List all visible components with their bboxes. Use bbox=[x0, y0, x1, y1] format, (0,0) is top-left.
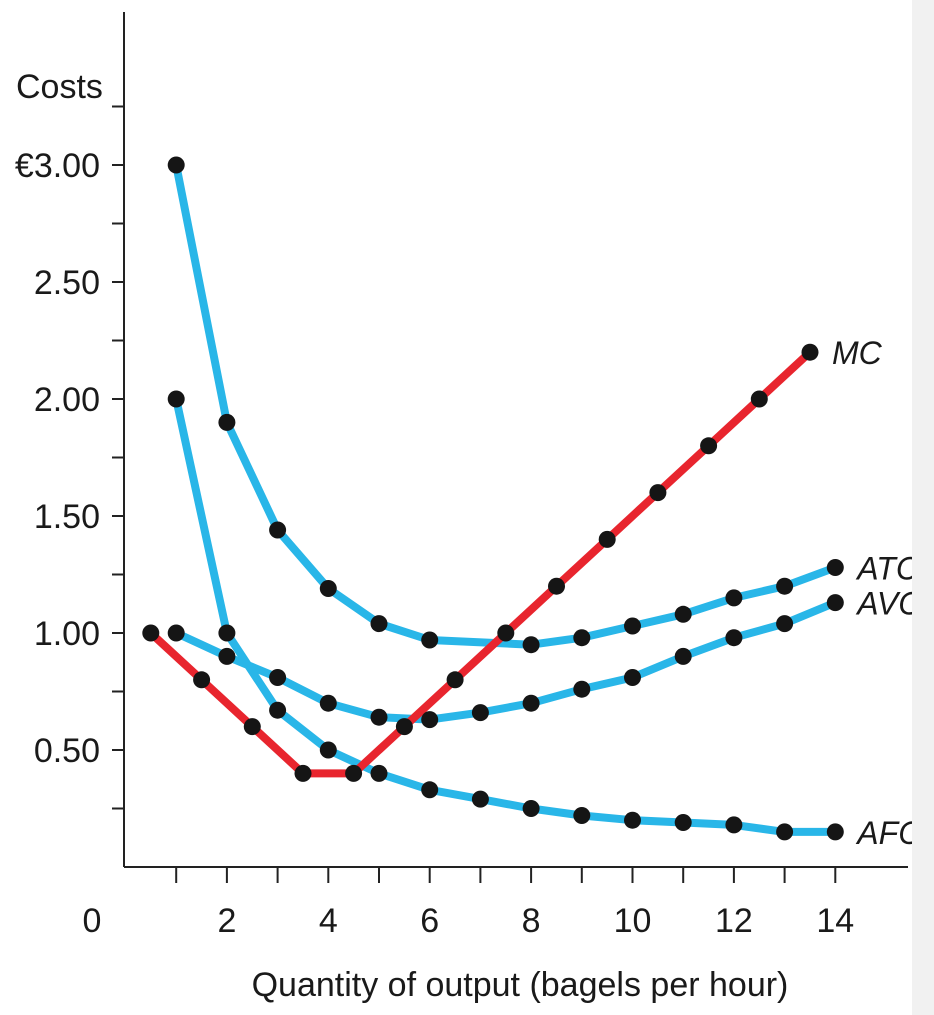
data-point-afc bbox=[167, 390, 185, 408]
y-tick-label: 0.50 bbox=[34, 732, 100, 770]
origin-label: 0 bbox=[83, 902, 102, 940]
data-point-mc bbox=[750, 390, 768, 408]
series-label-avc: AVC bbox=[855, 586, 912, 622]
data-point-afc bbox=[674, 814, 692, 831]
axes bbox=[123, 12, 908, 868]
y-tick-label: 1.00 bbox=[34, 615, 100, 653]
data-point-avc bbox=[269, 669, 287, 686]
series-labels: ATCAVC AFC MC bbox=[832, 335, 912, 851]
data-point-atc bbox=[370, 615, 388, 633]
series-line-mc bbox=[146, 348, 814, 778]
x-tick-label: 10 bbox=[614, 902, 652, 940]
data-point-afc bbox=[573, 807, 591, 824]
data-point-avc bbox=[167, 624, 185, 642]
data-point-atc bbox=[218, 413, 236, 431]
series-line-avc bbox=[172, 598, 840, 724]
data-point-avc bbox=[573, 680, 591, 698]
tick-marks bbox=[112, 105, 837, 883]
data-point-afc bbox=[319, 741, 337, 759]
data-point-afc bbox=[776, 823, 794, 841]
data-point-afc bbox=[421, 781, 439, 799]
data-point-avc bbox=[725, 629, 743, 647]
data-point-mc bbox=[497, 624, 515, 642]
data-point-afc bbox=[725, 816, 743, 834]
data-point-avc bbox=[522, 694, 540, 712]
series-label-afc: AFC bbox=[855, 815, 912, 851]
data-point-atc bbox=[624, 617, 641, 635]
data-point-atc bbox=[421, 631, 439, 649]
data-point-afc bbox=[370, 764, 388, 782]
y-tick-label: €3.00 bbox=[15, 147, 100, 185]
series-line-afc bbox=[172, 395, 840, 836]
data-point-avc bbox=[776, 615, 794, 633]
y-tick-label: 2.00 bbox=[34, 381, 100, 419]
data-point-atc bbox=[522, 636, 540, 654]
data-point-atc bbox=[573, 629, 591, 647]
data-point-afc bbox=[624, 811, 641, 829]
data-point-mc bbox=[801, 343, 819, 361]
data-point-mc bbox=[548, 577, 565, 595]
x-tick-label: 4 bbox=[319, 902, 338, 940]
data-point-atc bbox=[826, 559, 844, 576]
y-axis-title: Costs bbox=[16, 68, 103, 106]
x-tick-label: 6 bbox=[420, 902, 439, 940]
x-tick-label: 8 bbox=[522, 902, 541, 940]
data-point-mc bbox=[700, 437, 718, 455]
data-point-afc bbox=[218, 624, 236, 642]
data-point-avc bbox=[624, 669, 641, 686]
page-edge bbox=[912, 0, 934, 1015]
tick-labels: 2 4 6 8 10 12 14 0.50 1.00 1.50 2.00 2.50 €3.00 bbox=[15, 147, 854, 940]
data-point-avc bbox=[826, 594, 844, 612]
series-line-atc bbox=[172, 161, 840, 649]
data-point-mc bbox=[395, 718, 413, 736]
data-point-avc bbox=[218, 647, 236, 665]
x-tick-label: 2 bbox=[217, 902, 236, 940]
data-point-mc bbox=[193, 671, 211, 689]
data-point-avc bbox=[674, 647, 692, 665]
data-point-mc bbox=[649, 484, 667, 502]
data-point-atc bbox=[725, 589, 743, 607]
data-point-avc bbox=[421, 711, 439, 729]
data-point-mc bbox=[446, 671, 464, 689]
data-point-atc bbox=[167, 156, 185, 174]
data-point-afc bbox=[522, 800, 540, 817]
data-point-avc bbox=[370, 708, 388, 726]
y-tick-label: 1.50 bbox=[34, 498, 100, 536]
data-point-atc bbox=[319, 580, 337, 597]
data-point-atc bbox=[674, 605, 692, 623]
data-point-afc bbox=[269, 701, 287, 719]
x-tick-label: 14 bbox=[816, 902, 854, 940]
data-point-mc bbox=[294, 764, 312, 782]
series-label-mc: MC bbox=[832, 335, 883, 371]
data-point-atc bbox=[776, 577, 794, 595]
data-point-afc bbox=[826, 823, 844, 841]
y-tick-label: 2.50 bbox=[34, 264, 100, 302]
data-point-mc bbox=[598, 530, 616, 548]
data-point-mc bbox=[243, 718, 261, 736]
data-point-avc bbox=[471, 704, 489, 722]
data-point-mc bbox=[142, 624, 160, 642]
data-point-avc bbox=[319, 694, 337, 712]
data-point-afc bbox=[471, 790, 489, 808]
series-label-atc: ATC bbox=[855, 550, 912, 586]
series-points bbox=[142, 156, 844, 841]
data-point-mc bbox=[345, 764, 363, 782]
x-tick-label: 12 bbox=[715, 902, 753, 940]
x-axis-title: Quantity of output (bagels per hour) bbox=[252, 966, 789, 1004]
data-point-atc bbox=[269, 521, 287, 539]
